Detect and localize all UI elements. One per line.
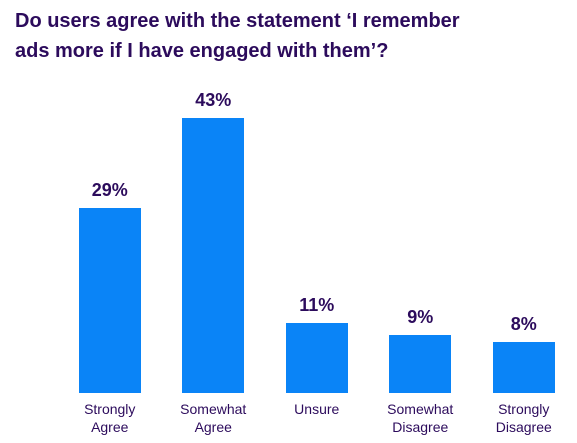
x-tick-label: Strongly Disagree <box>495 401 552 435</box>
value-label: 9% <box>407 307 434 328</box>
x-tick-label: Unsure <box>294 401 340 417</box>
chart-title: Do users agree with the statement ‘I rem… <box>15 10 460 62</box>
value-label: 8% <box>510 313 537 334</box>
value-label: 43% <box>195 90 232 110</box>
bar <box>389 335 452 393</box>
bar <box>78 207 141 393</box>
x-tick-label: Somewhat Agree <box>180 401 247 435</box>
bar <box>182 118 245 393</box>
bar <box>285 322 348 393</box>
value-label: 29% <box>91 179 128 200</box>
x-tick-label: Strongly Agree <box>84 401 136 435</box>
value-label: 11% <box>299 294 335 315</box>
x-tick-label: Somewhat Disagree <box>387 401 454 435</box>
bar <box>492 341 555 393</box>
